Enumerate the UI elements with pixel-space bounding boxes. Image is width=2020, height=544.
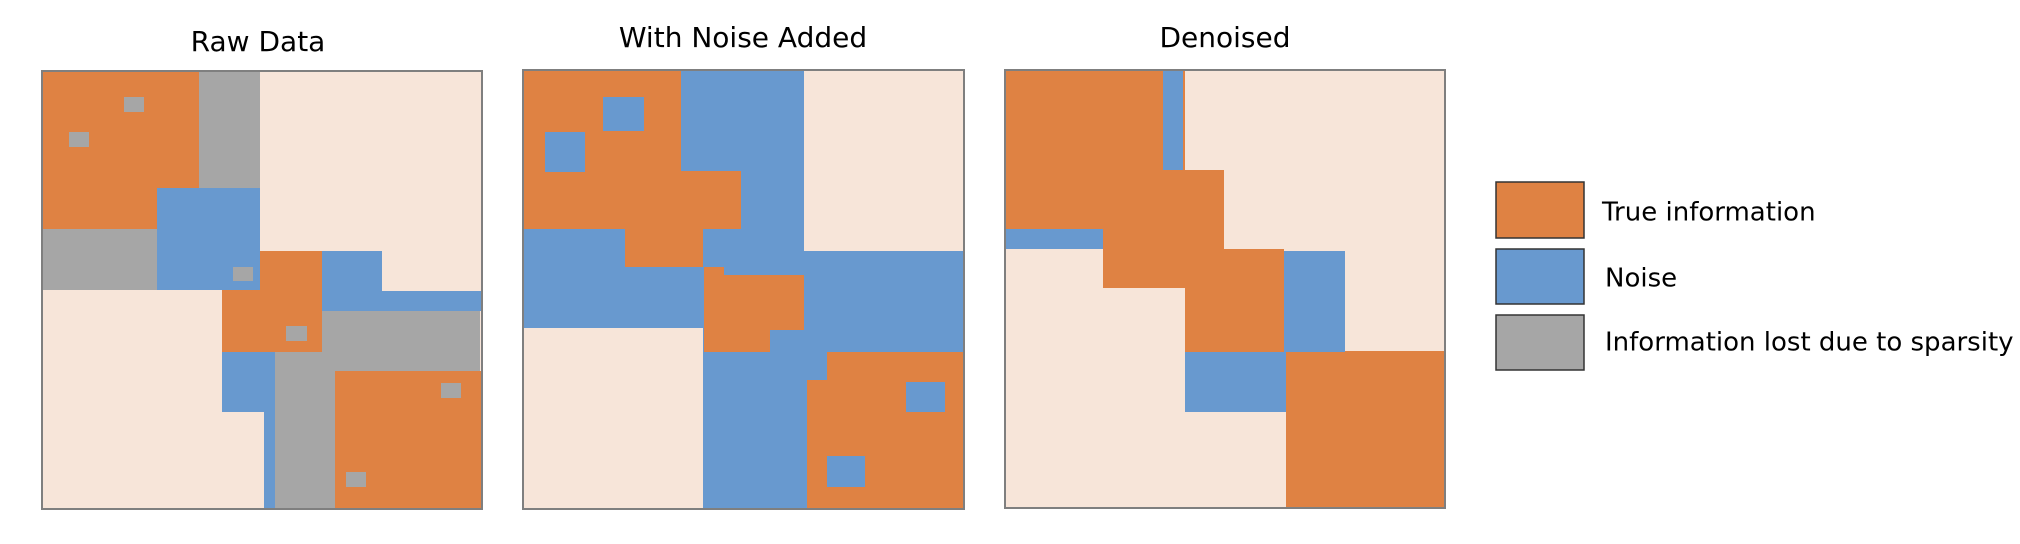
panel-title-raw-data: Raw Data <box>191 25 326 58</box>
lost-info-block <box>69 132 89 147</box>
true-info-block <box>1103 229 1224 249</box>
noise-block <box>603 97 644 131</box>
true-info-block <box>1005 70 1163 229</box>
lost-info-block <box>322 311 480 371</box>
noise-block <box>906 382 945 412</box>
true-info-block <box>704 330 770 352</box>
lost-info-block <box>286 326 307 341</box>
legend: True information Noise Information lost … <box>1495 181 2014 371</box>
noise-block <box>1185 352 1286 412</box>
true-info-block <box>1185 288 1284 352</box>
legend-swatch-noise <box>1495 248 1585 305</box>
legend-swatch-true-information <box>1495 181 1585 239</box>
lost-info-block <box>199 71 260 188</box>
noise-block <box>322 251 382 311</box>
true-info-block <box>1286 351 1445 508</box>
noise-block <box>1163 70 1183 170</box>
true-info-block <box>1103 249 1284 288</box>
panel-title-with-noise-added: With Noise Added <box>619 21 867 54</box>
legend-label-noise: Noise <box>1605 264 1677 294</box>
lost-info-block <box>42 229 157 290</box>
noise-block <box>545 132 585 172</box>
noise-block <box>382 291 482 311</box>
true-info-block <box>807 380 827 509</box>
true-info-block <box>704 267 724 275</box>
legend-swatch-information-lost <box>1495 314 1585 371</box>
panel-denoised: Denoised <box>1004 21 1446 509</box>
lost-info-block <box>124 97 144 112</box>
lost-info-block <box>346 472 366 487</box>
panel-frame <box>522 69 965 510</box>
legend-label-true-information: True information <box>1601 198 1816 228</box>
true-info-block <box>681 171 741 229</box>
panel-raw-data: Raw Data <box>41 25 483 510</box>
noise-block <box>264 352 275 509</box>
true-info-block <box>704 275 804 330</box>
panel-with-noise-added: With Noise Added <box>522 21 965 510</box>
true-info-block <box>625 229 703 267</box>
panel-frame <box>1004 69 1446 509</box>
panel-frame <box>41 70 483 510</box>
true-info-block <box>1163 170 1224 229</box>
lost-info-block <box>441 383 461 398</box>
noise-block <box>1005 229 1103 249</box>
noise-block <box>827 456 865 487</box>
panel-title-denoised: Denoised <box>1159 21 1290 54</box>
noise-block <box>703 352 827 509</box>
lost-info-block <box>275 352 335 509</box>
legend-label-information-lost: Information lost due to sparsity <box>1605 328 2014 358</box>
noise-block <box>1284 251 1345 352</box>
lost-info-block <box>233 267 253 281</box>
